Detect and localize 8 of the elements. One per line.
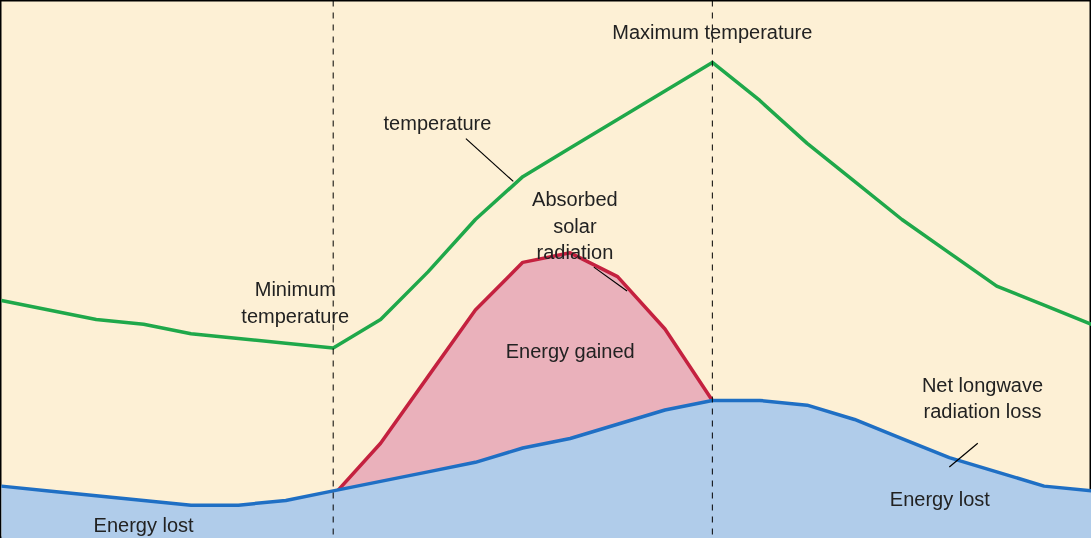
annotation: Energy lost	[889, 487, 991, 510]
text: temperature	[383, 111, 492, 134]
annotation: Energy lost	[93, 514, 195, 537]
annotation: Minimum temperature	[241, 278, 350, 328]
series-label: Net longwave radiation loss	[921, 373, 1044, 423]
annotation: Energy gained	[505, 340, 635, 363]
series-label: Absorbed solar radiation	[532, 187, 618, 264]
text: Maximum temperature	[612, 21, 813, 44]
